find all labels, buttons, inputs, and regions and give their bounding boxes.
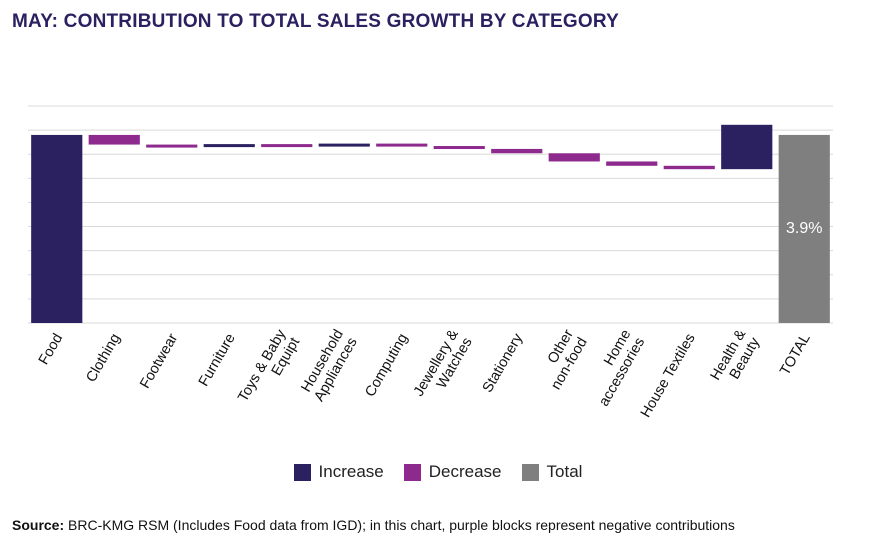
category-label: Food: [36, 331, 66, 368]
category-label: Stationery: [480, 330, 527, 395]
legend-swatch-total: [521, 463, 539, 481]
category-label-line: Furniture: [196, 331, 239, 389]
legend-swatch-decrease: [403, 463, 421, 481]
bar-footwear: [146, 144, 198, 148]
total-data-label: 3.9%: [786, 220, 822, 237]
category-label-line: Food: [36, 331, 66, 368]
bar-stationery: [491, 148, 543, 154]
bar-household-appliances: [318, 143, 370, 147]
legend: Increase Decrease Total: [0, 462, 876, 482]
category-label: HouseholdAppliances: [298, 327, 361, 404]
bar-food: [31, 134, 83, 323]
bar-total: [778, 134, 830, 323]
bar-toys-baby-equipt: [261, 144, 313, 148]
source-text: BRC-KMG RSM (Includes Food data from IGD…: [64, 517, 735, 533]
legend-swatch-increase: [293, 463, 311, 481]
bar-home-accessories: [606, 161, 658, 166]
legend-item-increase: Increase: [293, 462, 384, 482]
category-label: Computing: [362, 331, 411, 400]
bar-health-beauty: [721, 124, 773, 170]
source-label: Source:: [12, 517, 65, 533]
category-label: Clothing: [83, 331, 123, 385]
category-label: Othernon-food: [534, 327, 590, 393]
category-label-line: Stationery: [480, 330, 527, 395]
bar-computing: [376, 143, 428, 147]
category-label: Jewellery &Watches: [411, 327, 476, 407]
category-label-line: TOTAL: [777, 331, 814, 378]
source-note: Source: BRC-KMG RSM (Includes Food data …: [12, 517, 735, 533]
legend-label-increase: Increase: [318, 462, 384, 481]
legend-item-decrease: Decrease: [403, 462, 502, 482]
legend-label-total: Total: [546, 462, 583, 481]
bar-clothing: [88, 134, 140, 145]
category-label: Homeaccessories: [582, 327, 648, 409]
bar-furniture: [203, 144, 255, 148]
category-label-line: Footwear: [137, 331, 181, 391]
bars: 3.9%: [31, 124, 830, 323]
category-label: TOTAL: [777, 331, 814, 378]
bar-jewellery-watches: [433, 146, 485, 150]
legend-label-decrease: Decrease: [428, 462, 502, 481]
bar-other-non-food: [548, 153, 600, 162]
category-label-line: Computing: [362, 331, 411, 400]
category-label: Furniture: [196, 331, 239, 389]
category-label: Toys & BabyEquipt: [235, 326, 303, 412]
chart-title: MAY: CONTRIBUTION TO TOTAL SALES GROWTH …: [12, 11, 619, 32]
bar-house-textiles: [663, 165, 715, 170]
gridlines: [28, 105, 833, 324]
category-label-line: Clothing: [83, 331, 123, 385]
category-label: Health &Beauty: [708, 326, 764, 391]
category-label: Footwear: [137, 331, 181, 391]
legend-item-total: Total: [521, 462, 583, 482]
